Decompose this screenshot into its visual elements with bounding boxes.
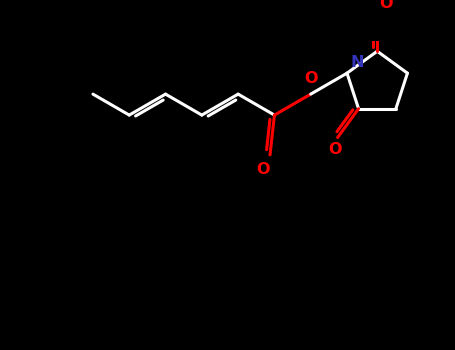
Text: N: N [350,55,364,70]
Text: O: O [304,71,318,86]
Text: O: O [329,142,342,157]
Text: O: O [379,0,393,11]
Text: O: O [257,161,270,176]
